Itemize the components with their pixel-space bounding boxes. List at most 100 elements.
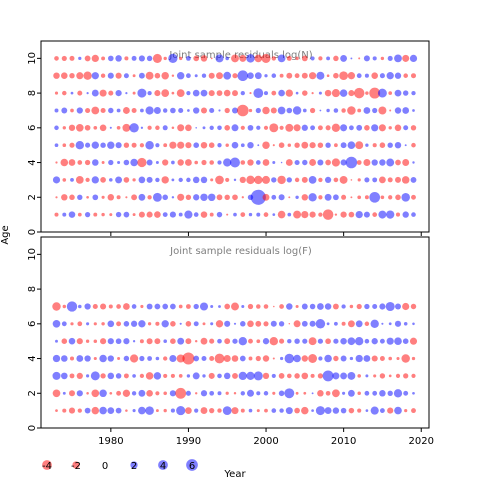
residual-bubble	[365, 143, 369, 147]
residual-bubble	[109, 178, 113, 182]
residual-bubble	[162, 212, 168, 218]
residual-bubble	[404, 144, 407, 147]
residual-bubble	[246, 371, 255, 380]
residual-bubble	[85, 177, 90, 183]
residual-bubble	[371, 72, 378, 79]
residual-bubble	[364, 177, 370, 183]
residual-bubble	[233, 392, 237, 395]
residual-bubble	[146, 159, 153, 166]
residual-bubble	[257, 144, 260, 147]
residual-bubble	[99, 406, 107, 415]
residual-bubble	[317, 338, 324, 344]
residual-bubble	[107, 320, 115, 328]
residual-bubble	[138, 176, 146, 184]
residual-bubble	[186, 73, 191, 79]
residual-bubble	[52, 302, 61, 311]
residual-bubble	[294, 338, 300, 344]
residual-bubble	[184, 159, 192, 166]
residual-bubble	[410, 176, 417, 183]
residual-bubble	[402, 211, 409, 218]
residual-bubble	[284, 353, 295, 364]
residual-bubble	[139, 355, 145, 362]
residual-bubble	[403, 125, 409, 131]
residual-bubble	[209, 356, 215, 361]
residual-bubble	[131, 108, 137, 113]
residual-bubble	[161, 89, 170, 97]
residual-bubble	[100, 338, 107, 345]
residual-bubble	[232, 73, 238, 79]
residual-bubble	[170, 303, 176, 310]
residual-bubble	[54, 125, 59, 131]
residual-bubble	[240, 143, 245, 148]
residual-bubble	[185, 55, 191, 61]
residual-bubble	[286, 107, 293, 114]
y-axis: 0 2 4 6 8 10	[27, 248, 41, 431]
residual-bubble	[358, 57, 361, 60]
residual-bubble	[308, 337, 317, 346]
residual-bubble	[332, 389, 340, 398]
residual-bubble	[255, 160, 261, 165]
x-tick-label: 2020	[409, 436, 434, 447]
residual-bubble	[77, 194, 83, 200]
residual-bubble	[271, 56, 276, 61]
residual-bubble	[232, 338, 238, 344]
residual-bubble	[246, 54, 255, 63]
residual-bubble	[145, 372, 154, 380]
residual-bubble	[224, 125, 230, 131]
residual-bubble	[75, 141, 85, 150]
residual-bubble	[309, 142, 316, 149]
residual-bubble	[254, 72, 262, 80]
residual-bubble	[372, 212, 378, 217]
residual-bubble	[85, 142, 91, 148]
residual-bubble	[69, 55, 75, 61]
residual-bubble	[250, 189, 266, 205]
residual-bubble	[340, 54, 348, 62]
residual-bubble	[372, 56, 377, 61]
residual-bubble	[195, 392, 198, 395]
y-tick-label: 10	[27, 248, 38, 261]
residual-bubble	[256, 391, 261, 396]
y-tick-label: 4	[27, 355, 38, 361]
residual-bubble	[101, 195, 105, 199]
residual-bubble	[402, 338, 409, 345]
residual-bubble	[285, 407, 293, 415]
residual-bubble	[340, 407, 347, 414]
residual-bubble	[210, 178, 214, 182]
residual-bubble	[355, 337, 364, 346]
residual-bubble	[68, 124, 76, 131]
residual-bubble	[394, 406, 402, 415]
residual-bubble	[201, 356, 207, 361]
residual-bubble	[378, 124, 386, 132]
residual-bubble	[262, 175, 270, 184]
residual-bubble	[340, 159, 347, 166]
residual-bubble	[60, 372, 68, 380]
residual-bubble	[76, 372, 83, 380]
residual-bubble	[207, 193, 216, 202]
x-tick-label: 2010	[331, 436, 356, 447]
residual-bubble	[410, 125, 417, 131]
residual-bubble	[195, 127, 197, 129]
residual-bubble	[171, 74, 175, 77]
residual-bubble	[116, 125, 121, 130]
residual-bubble	[116, 195, 121, 200]
residual-bubble	[309, 107, 316, 114]
y-tick-label: 2	[27, 194, 38, 200]
residual-bubble	[170, 321, 176, 327]
residual-bubble	[393, 389, 403, 398]
residual-bubble	[186, 177, 191, 183]
residual-bubble	[100, 73, 106, 78]
residual-bubble	[325, 142, 331, 148]
residual-bubble	[272, 161, 276, 164]
residual-bubble	[301, 176, 308, 183]
panel-title: Joint sample residuals log(N)	[168, 50, 312, 61]
residual-bubble	[225, 177, 230, 182]
residual-bubble	[318, 195, 323, 200]
residual-bubble	[412, 109, 415, 112]
residual-bubble	[286, 55, 292, 61]
residual-bubble	[350, 179, 353, 181]
residual-bubble	[209, 390, 215, 396]
residual-bubble	[315, 319, 326, 329]
residual-bubble	[411, 212, 416, 217]
residual-bubble	[363, 159, 371, 166]
